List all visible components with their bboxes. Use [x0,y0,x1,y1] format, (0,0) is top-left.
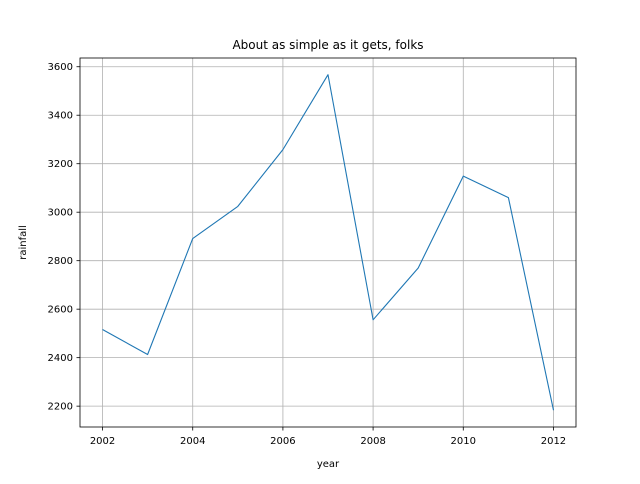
y-tick-label: 3000 [48,208,73,219]
data-point [372,319,374,321]
grid-lines [80,58,576,427]
data-point [327,74,329,76]
y-tick-label: 2200 [48,402,73,413]
y-tick-label: 3600 [48,62,73,73]
plot-area-frame [79,57,577,428]
x-tick-label: 2010 [451,436,476,447]
x-tick-label: 2004 [180,436,205,447]
x-tick-label: 2008 [360,436,385,447]
x-tick-label: 2012 [541,436,566,447]
data-point [552,409,554,411]
y-tick-label: 2600 [48,305,73,316]
x-tick-label: 2006 [270,436,295,447]
data-point [101,328,103,330]
series-line [102,74,555,411]
y-axis-ticks: 2200 2400 2600 2800 3000 3200 3400 3600 [48,62,80,413]
data-point [192,237,194,239]
data-point [146,353,148,355]
data-point [417,267,419,269]
data-point [237,205,239,207]
data-point [282,148,284,150]
y-tick-label: 2800 [48,256,73,267]
x-axis-ticks: 2002 2004 2006 2008 2010 2012 [90,427,566,447]
x-axis-label: year [317,459,340,470]
y-axis-label: rainfall [18,225,29,260]
data-point [507,196,509,198]
y-tick-label: 3400 [48,111,73,122]
data-point [462,175,464,177]
y-tick-label: 3200 [48,159,73,170]
x-tick-label: 2002 [90,436,115,447]
y-tick-label: 2400 [48,353,73,364]
chart-title: About as simple as it gets, folks [232,38,423,52]
series-lines [101,74,555,411]
